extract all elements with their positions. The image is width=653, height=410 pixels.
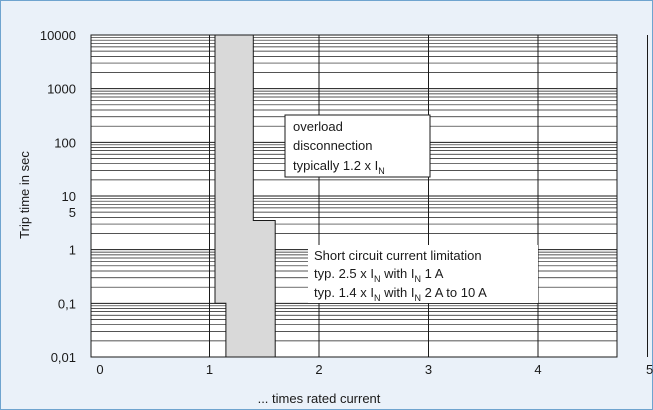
x-tick-label: 0 <box>96 362 103 377</box>
x-tick-label: 1 <box>206 362 213 377</box>
x-tick-label: 3 <box>425 362 432 377</box>
x-axis-label: ... times rated current <box>258 391 381 406</box>
plot-border <box>90 34 618 358</box>
x-tick-labels: 0 1 2 3 4 5 IK <box>96 362 653 377</box>
svg-text:overload: overload <box>293 119 343 134</box>
svg-text:Short circuit current limitati: Short circuit current limitation <box>314 248 482 263</box>
short-circuit-annotation: Short circuit current limitation typ. 2.… <box>308 245 538 303</box>
svg-text:typically 1.2 x IN: typically 1.2 x IN <box>293 158 385 176</box>
y-tick-label: 0,01 <box>51 350 76 365</box>
y-tick-label: 1000 <box>47 82 76 97</box>
svg-text:disconnection: disconnection <box>293 138 373 153</box>
svg-text:typ. 2.5 x IN with IN 1 A: typ. 2.5 x IN with IN 1 A <box>314 266 444 284</box>
y-tick-label: 10 <box>62 189 76 204</box>
y-tick-label: 10000 <box>40 28 76 43</box>
overload-annotation: overload disconnection typically 1.2 x I… <box>284 114 431 178</box>
svg-text:typ. 1.4 x IN with IN 2 A to: typ. 1.4 x IN with IN 2 A to 10 A <box>314 285 487 303</box>
y-tick-label: 100 <box>54 135 76 150</box>
y-tick-label: 1 <box>69 243 76 258</box>
y-tick-labels: 0,01 0,1 1 510 100 1000 10000 <box>40 28 76 365</box>
y-tick-label: 0,1 <box>58 296 76 311</box>
x-tick-label: 2 <box>315 362 322 377</box>
x-tick-label: 4 <box>534 362 541 377</box>
y-axis-label: Trip time in sec <box>17 151 32 239</box>
y-tick-label: 5 <box>69 205 76 220</box>
x-tick-label: 5 IK <box>646 362 653 377</box>
